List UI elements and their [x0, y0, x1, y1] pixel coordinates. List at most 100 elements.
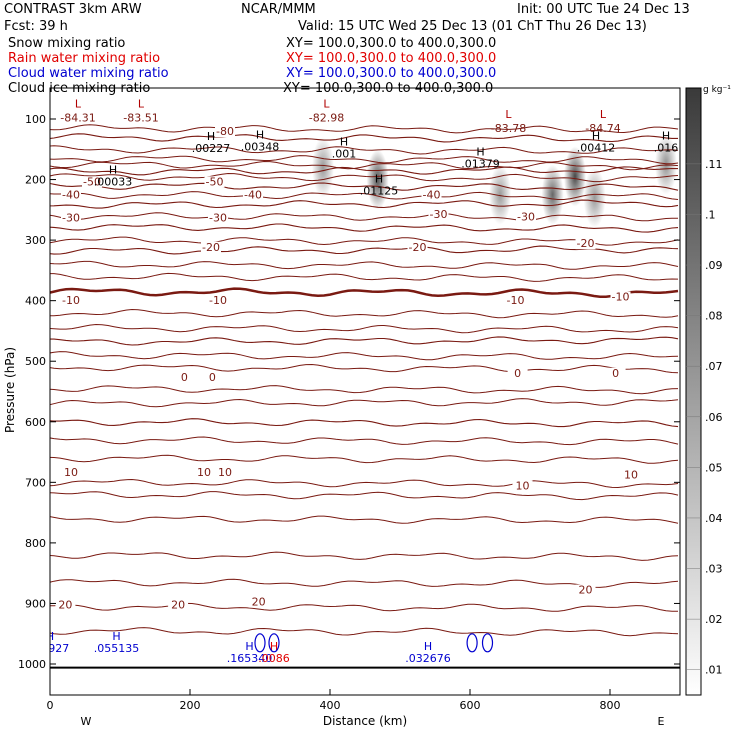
isotherm-label-bg-11 — [407, 241, 428, 253]
isotherm-label-bg-25 — [621, 469, 641, 481]
high-marker-11: H — [270, 640, 278, 653]
isotherm-label-21: 10 — [64, 466, 78, 479]
isotherm-minor-18 — [50, 478, 679, 489]
isotherm-low-1 — [50, 551, 679, 561]
isotherm-label-bg-23 — [215, 467, 235, 479]
y-tick-label-7: 800 — [25, 537, 46, 550]
isotherm-20 — [50, 418, 679, 428]
forecast-hour: Fcst: 39 h — [4, 19, 68, 34]
isotherm-minor-8 — [50, 260, 679, 270]
low-marker-1: L — [138, 98, 145, 111]
isotherm-label-19: 0 — [514, 367, 521, 380]
isotherm-minor-4 — [50, 172, 679, 183]
isotherm-low-0 — [50, 515, 679, 524]
y-tick-label-1: 200 — [25, 174, 46, 187]
snow-shading-5 — [583, 167, 606, 228]
isotherm-label-17: 0 — [181, 371, 188, 384]
y-tick-label-3: 400 — [25, 295, 46, 308]
y-tick-label-9: 1000 — [18, 658, 46, 671]
high-value-2: .00348 — [241, 140, 280, 153]
cloud-water-contour-2 — [466, 633, 478, 653]
isotherm-label-bg-9 — [516, 211, 536, 223]
high-value-9: .055135 — [94, 642, 140, 655]
high-value-0: .00033 — [94, 176, 133, 189]
colorbar-label-2: .03 — [705, 563, 723, 576]
low-marker-3: L — [505, 108, 512, 121]
isotherm-label-28: 20 — [252, 596, 266, 609]
high-marker-5: H — [476, 145, 484, 158]
isotherm-label-bg-1 — [82, 176, 102, 188]
high-value-4: .01125 — [360, 185, 399, 198]
isotherm-label-15: -10 — [507, 294, 525, 307]
high-value-12: .032676 — [405, 652, 451, 665]
isotherm-label-4: -40 — [244, 189, 262, 202]
low-value-3: -83.78 — [491, 122, 526, 135]
isotherm-minor-5 — [50, 191, 679, 200]
isotherm-label-bg-24 — [512, 480, 533, 492]
cloud-water-contour-3 — [481, 633, 494, 653]
x-tick-label-3: 600 — [460, 699, 481, 712]
low-value-0: -84.31 — [60, 112, 95, 125]
isotherm-minor-15 — [50, 398, 679, 408]
field-rain-xy: XY= 100.0,300.0 to 400.0,300.0 — [286, 51, 497, 66]
isotherm-label-14: -10 — [209, 294, 227, 307]
plot-frame — [49, 87, 681, 696]
isotherm-minor-19 — [50, 491, 679, 501]
high-marker-0: H — [109, 164, 117, 177]
y-tick-label-2: 300 — [25, 234, 46, 247]
isotherm-minor-17 — [50, 454, 679, 464]
isotherm-label-bg-5 — [421, 189, 442, 201]
isotherm-label-11: -20 — [409, 241, 427, 254]
isotherm-minor-11 — [50, 323, 679, 334]
isotherm--40 — [50, 182, 679, 191]
isotherm-label-5: -40 — [423, 189, 441, 202]
isotherm-label-0: -80 — [216, 125, 234, 138]
isotherm-label-bg-26 — [55, 599, 76, 611]
low-marker-4: L — [600, 108, 607, 121]
isotherm-label-1: -50 — [83, 175, 101, 188]
isotherm-label-9: -30 — [517, 211, 535, 224]
isotherm-label-bg-28 — [248, 596, 269, 608]
isotherm-label-bg-12 — [575, 238, 596, 250]
isotherm-10 — [50, 336, 679, 346]
isotherm-minor-12 — [50, 351, 679, 361]
field-rain-name: Rain water mixing ratio — [8, 51, 161, 66]
isotherm-label-bg-6 — [61, 212, 81, 224]
field-cloudwater-xy: XY= 100.0,300.0 to 400.0,300.0 — [286, 66, 497, 81]
colorbar-label-6: .07 — [705, 360, 723, 373]
high-value-1: .00227 — [192, 142, 231, 155]
high-marker-4: H — [375, 173, 383, 186]
isotherm-label-3: -40 — [62, 189, 80, 202]
isotherm-label-bg-27 — [168, 599, 189, 611]
isotherm-label-12: -20 — [577, 237, 595, 250]
isotherm-minor-1 — [50, 145, 679, 155]
colorbar-unit: g kg⁻¹ — [703, 85, 731, 95]
isotherm-low-4 — [50, 627, 679, 637]
isotherm-minor-13 — [50, 363, 679, 374]
isotherm-label-bg-13 — [61, 295, 81, 307]
colorbar-label-4: .05 — [705, 461, 723, 474]
x-tick-label-1: 200 — [180, 699, 201, 712]
isotherm-label-bg-14 — [208, 295, 228, 307]
low-value-2: -82.98 — [309, 112, 344, 125]
isotherm-label-bg-18 — [202, 371, 223, 383]
x-tick-label-4: 800 — [600, 699, 621, 712]
high-marker-12: H — [424, 640, 432, 653]
field-snow-xy: XY= 100.0,300.0 to 400.0,300.0 — [286, 36, 497, 51]
field-cloudwater-name: Cloud water mixing ratio — [8, 66, 169, 81]
colorbar-label-3: .04 — [705, 512, 723, 525]
model-title: CONTRAST 3km ARW — [4, 2, 142, 17]
isotherm-minor-9 — [50, 272, 679, 282]
colorbar-label-9: .1 — [705, 208, 716, 221]
isotherm-label-bg-0 — [215, 126, 235, 138]
high-value-7: .016 — [654, 142, 679, 155]
colorbar-label-7: .08 — [705, 310, 723, 323]
isotherm-label-26: 20 — [58, 599, 72, 612]
high-value-5: .01379 — [461, 157, 500, 170]
high-value-10: .165340 — [227, 652, 273, 665]
high-value-11: .0086 — [258, 652, 290, 665]
isotherm-label-bg-7 — [208, 212, 228, 224]
high-marker-9: H — [112, 630, 120, 643]
isotherm--50 — [50, 166, 679, 176]
